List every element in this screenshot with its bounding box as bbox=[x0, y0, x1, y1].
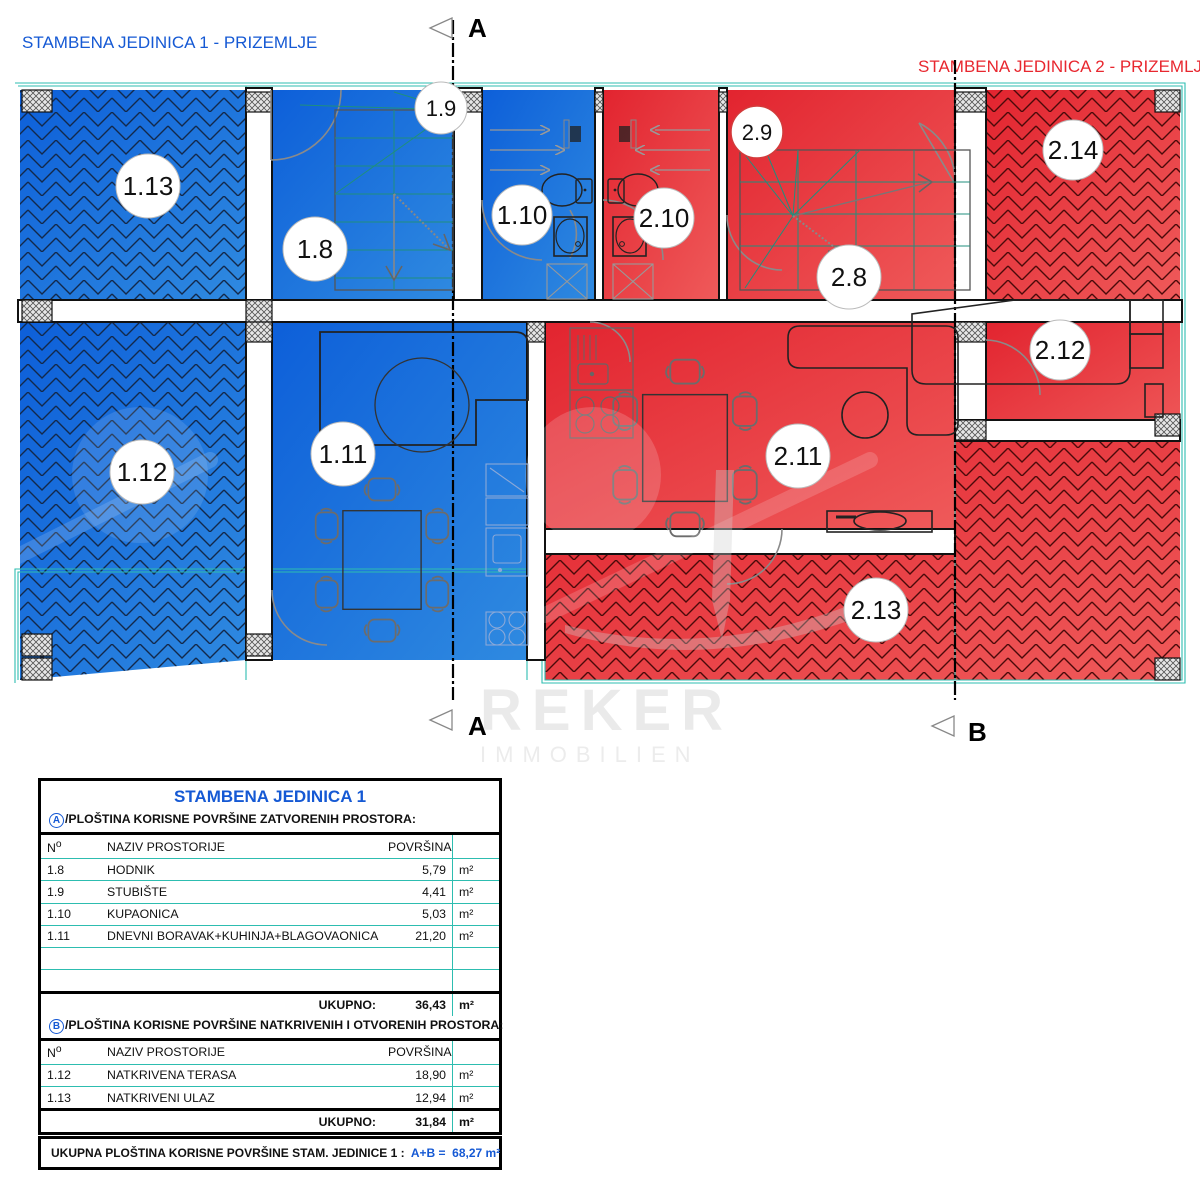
svg-text:2.9: 2.9 bbox=[742, 120, 773, 145]
svg-text:A: A bbox=[468, 13, 487, 43]
svg-text:STAMBENA JEDINICA 1 - PRIZEMLJ: STAMBENA JEDINICA 1 - PRIZEMLJE bbox=[22, 33, 317, 52]
svg-text:B: B bbox=[968, 717, 987, 747]
svg-text:1.11: 1.11 bbox=[319, 439, 368, 469]
svg-text:2.10: 2.10 bbox=[639, 203, 690, 233]
svg-text:2.8: 2.8 bbox=[831, 262, 867, 292]
svg-text:2.14: 2.14 bbox=[1048, 135, 1099, 165]
svg-text:2.11: 2.11 bbox=[774, 441, 823, 471]
svg-text:STAMBENA JEDINICA 2 - PRIZEMLJ: STAMBENA JEDINICA 2 - PRIZEMLJE bbox=[918, 57, 1200, 76]
svg-text:IMMOBILIEN: IMMOBILIEN bbox=[480, 742, 700, 767]
svg-text:1.13: 1.13 bbox=[123, 171, 174, 201]
svg-text:1.8: 1.8 bbox=[297, 234, 333, 264]
svg-text:1.12: 1.12 bbox=[117, 457, 168, 487]
svg-text:1.10: 1.10 bbox=[497, 200, 548, 230]
svg-text:2.13: 2.13 bbox=[851, 595, 902, 625]
svg-text:1.9: 1.9 bbox=[426, 96, 457, 121]
svg-text:2.12: 2.12 bbox=[1035, 335, 1086, 365]
svg-text:REKER: REKER bbox=[480, 678, 733, 743]
